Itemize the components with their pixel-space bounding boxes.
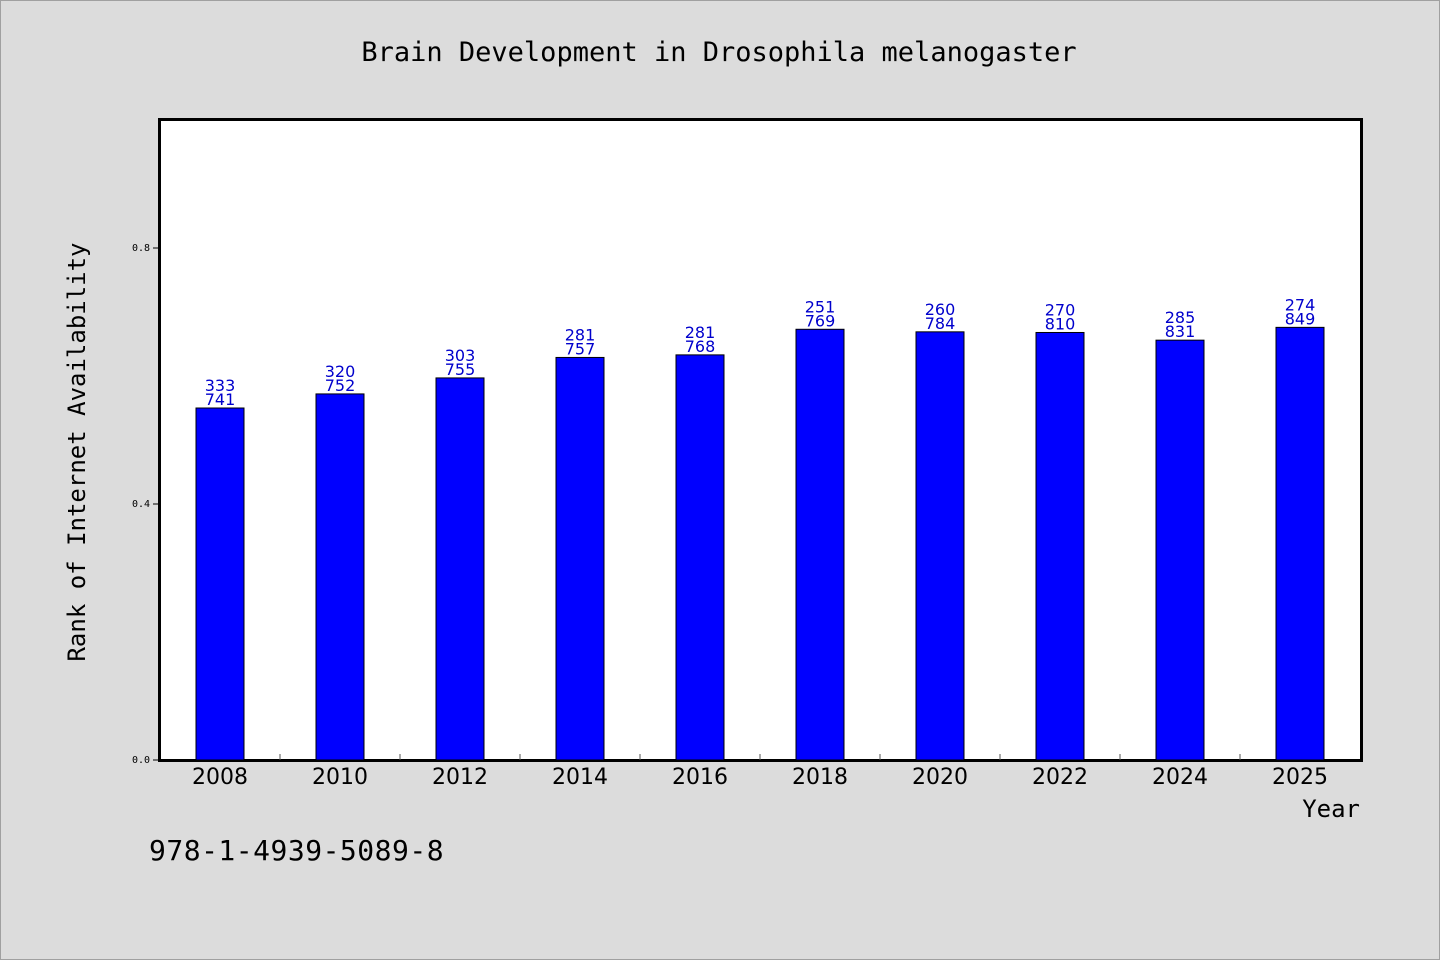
bar-label-bottom: 849 — [1285, 309, 1316, 328]
bar — [1035, 331, 1085, 761]
bar — [675, 354, 725, 761]
bars — [195, 326, 1325, 761]
bar — [435, 377, 485, 761]
bar-label-top: 281 — [685, 323, 716, 342]
x-tick-label: 2008 — [192, 765, 248, 790]
bar-label-bottom: 768 — [685, 337, 716, 356]
y-tick-label: 0.8 — [132, 243, 150, 254]
bar-label-bottom: 769 — [805, 311, 836, 330]
bar — [1155, 339, 1205, 761]
x-tick-label: 2010 — [312, 765, 368, 790]
bar-label-top: 281 — [565, 325, 596, 344]
bar-label-bottom: 784 — [925, 314, 956, 333]
y-tick-label: 0.4 — [132, 499, 150, 510]
x-tick-label: 2020 — [912, 765, 968, 790]
bar — [315, 393, 365, 761]
x-tick-label: 2012 — [432, 765, 488, 790]
x-tick-label: 2016 — [672, 765, 728, 790]
x-tick-label: 2014 — [552, 765, 608, 790]
y-axis: 0.0 0.4 0.8 — [132, 243, 160, 766]
bar-label-top: 251 — [805, 297, 836, 316]
y-tick-label: 0.0 — [132, 755, 150, 766]
x-tick-label: 2024 — [1152, 765, 1208, 790]
bar — [795, 328, 845, 761]
isbn-footer: 978-1-4939-5089-8 — [149, 834, 445, 867]
bar-label-bottom: 831 — [1165, 322, 1196, 341]
bar-label-bottom: 755 — [445, 360, 476, 379]
bar-label-bottom: 741 — [205, 390, 236, 409]
bar — [915, 331, 965, 761]
bar-label-top: 285 — [1165, 308, 1196, 327]
bar-label-top: 303 — [445, 346, 476, 365]
bar-label-bottom: 757 — [565, 339, 596, 358]
bar-label-top: 274 — [1285, 295, 1316, 314]
bar-label-top: 320 — [325, 362, 356, 381]
bar — [195, 407, 245, 761]
bar — [555, 356, 605, 761]
x-tick-label: 2018 — [792, 765, 848, 790]
bar-label-bottom: 810 — [1045, 314, 1076, 333]
x-tick-label: 2025 — [1272, 765, 1328, 790]
bar-label-bottom: 752 — [325, 376, 356, 395]
y-axis-label: Rank of Internet Availability — [63, 242, 91, 661]
x-axis-label: Year — [1302, 795, 1360, 823]
bar-label-top: 260 — [925, 300, 956, 319]
bar-label-top: 270 — [1045, 300, 1076, 319]
x-tick-label: 2022 — [1032, 765, 1088, 790]
x-axis: 2008 2010 2012 2014 2016 2018 2020 2022 2024 2025 — [192, 754, 1328, 790]
bar — [1275, 326, 1325, 761]
bar-labels: 3337413207523037552817572817682517692607… — [205, 295, 1316, 409]
bar-label-top: 333 — [205, 376, 236, 395]
chart-title: Brain Development in Drosophila melanoga… — [361, 37, 1076, 68]
